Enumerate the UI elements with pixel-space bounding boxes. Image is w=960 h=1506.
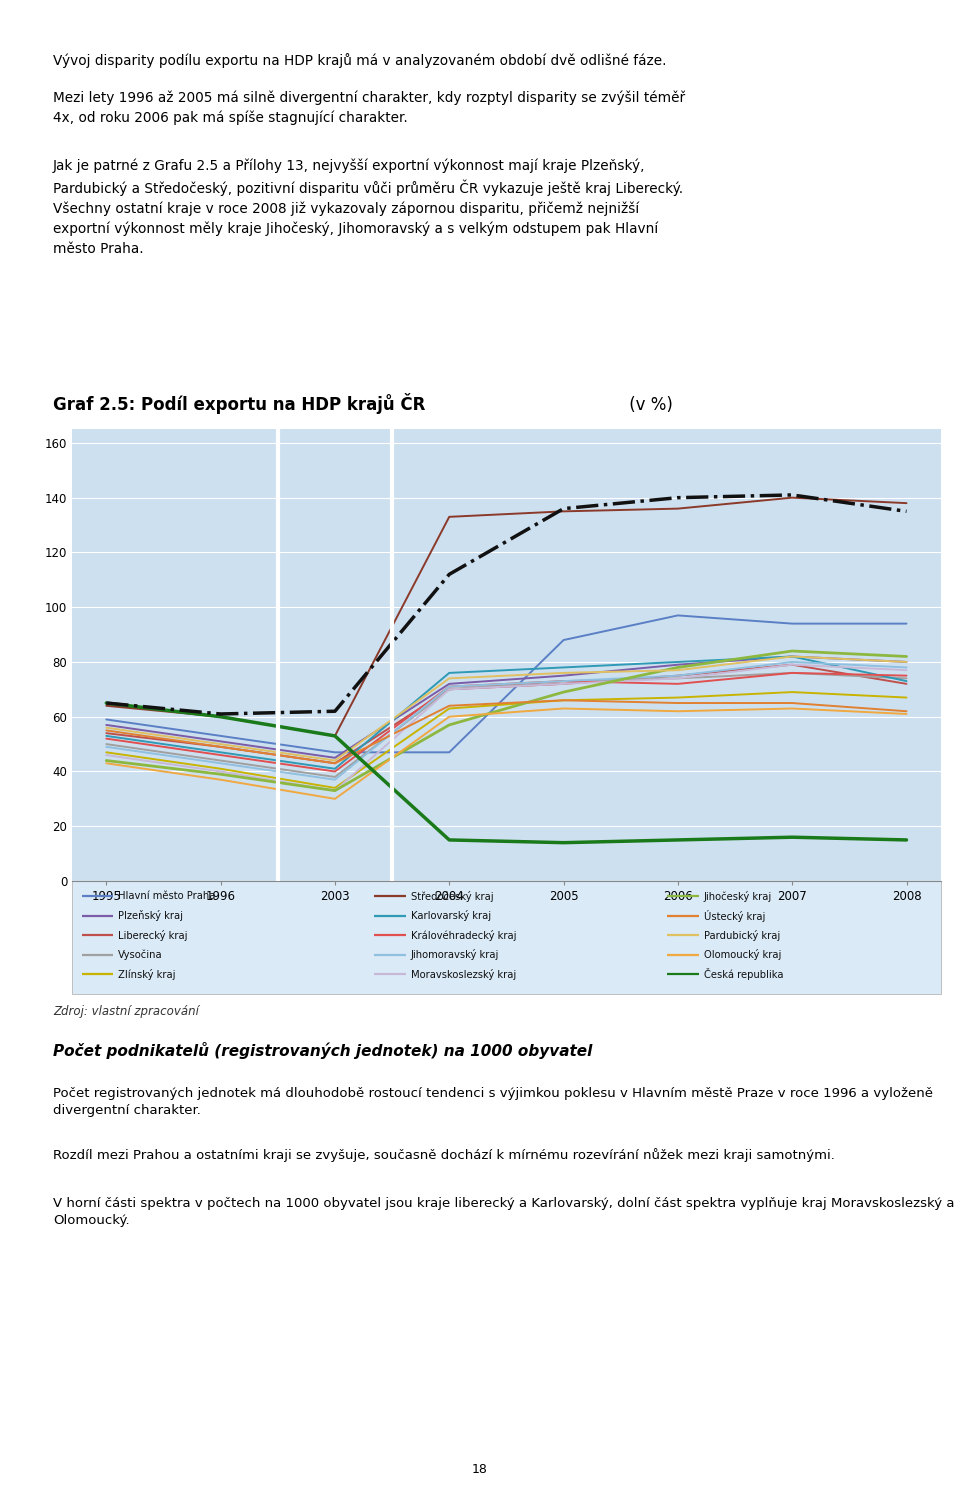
Text: Počet registrovaných jednotek má dlouhodobě rostoucí tendenci s výjimkou poklesu: Počet registrovaných jednotek má dlouhod… (53, 1087, 933, 1117)
FancyBboxPatch shape (72, 429, 941, 881)
Text: Počet podnikatelů (registrovaných jednotek) na 1000 obyvatel: Počet podnikatelů (registrovaných jednot… (53, 1042, 592, 1059)
Text: Pardubický kraj: Pardubický kraj (704, 929, 780, 941)
Text: Liberecký kraj: Liberecký kraj (118, 929, 187, 941)
Text: Hlavní město Praha: Hlavní město Praha (118, 892, 215, 901)
Text: V horní části spektra v počtech na 1000 obyvatel jsou kraje liberecký a Karlovar: V horní části spektra v počtech na 1000 … (53, 1197, 954, 1227)
Text: 18: 18 (472, 1462, 488, 1476)
Text: Graf 2.5: Podíl exportu na HDP krajů ČR: Graf 2.5: Podíl exportu na HDP krajů ČR (53, 393, 425, 414)
Text: Plzeňský kraj: Plzeňský kraj (118, 910, 183, 922)
Text: Mezi lety 1996 až 2005 má silně divergentní charakter, kdy rozptyl disparity se : Mezi lety 1996 až 2005 má silně divergen… (53, 90, 684, 125)
Text: Moravskoslezský kraj: Moravskoslezský kraj (411, 968, 516, 980)
Text: Jihočeský kraj: Jihočeský kraj (704, 890, 772, 902)
Text: Olomoucký kraj: Olomoucký kraj (704, 949, 781, 961)
Text: Vývoj disparity podílu exportu na HDP krajů má v analyzovaném období dvě odlišné: Vývoj disparity podílu exportu na HDP kr… (53, 53, 666, 68)
Text: Karlovarský kraj: Karlovarský kraj (411, 910, 491, 922)
Text: Vysočina: Vysočina (118, 950, 162, 959)
Text: Jihomoravský kraj: Jihomoravský kraj (411, 949, 499, 961)
Text: (v %): (v %) (624, 396, 673, 414)
Text: Ústecký kraj: Ústecký kraj (704, 910, 765, 922)
Text: Středočeský kraj: Středočeský kraj (411, 890, 493, 902)
Text: Jak je patrné z Grafu 2.5 a Přílohy 13, nejvyšší exportní výkonnost mají kraje P: Jak je patrné z Grafu 2.5 a Přílohy 13, … (53, 158, 683, 256)
Text: Královéhradecký kraj: Královéhradecký kraj (411, 929, 516, 941)
Text: Zdroj: vlastní zpracování: Zdroj: vlastní zpracování (53, 1005, 199, 1018)
Text: Zlínský kraj: Zlínský kraj (118, 968, 176, 980)
Text: Česká republika: Česká republika (704, 968, 783, 980)
Text: Rozdíl mezi Prahou a ostatními kraji se zvyšuje, současně dochází k mírnému roze: Rozdíl mezi Prahou a ostatními kraji se … (53, 1148, 834, 1161)
